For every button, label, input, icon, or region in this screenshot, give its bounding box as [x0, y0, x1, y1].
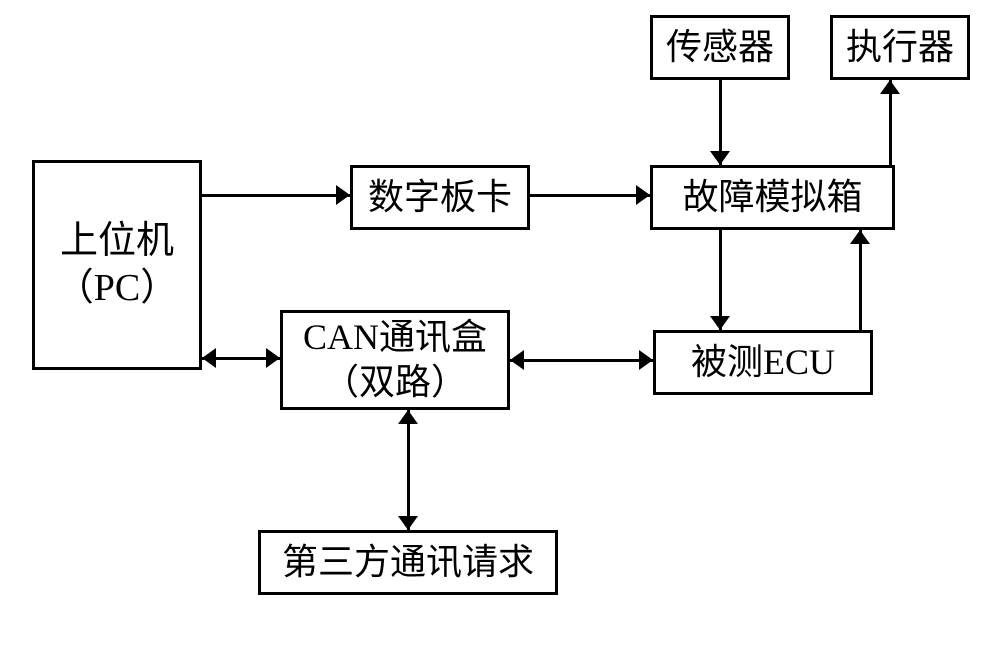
arrowhead [398, 410, 418, 424]
arrowhead [398, 516, 418, 530]
node-faultbox: 故障模拟箱 [650, 165, 895, 230]
arrowhead [880, 80, 900, 94]
node-label-faultbox: 故障模拟箱 [682, 175, 862, 220]
diagram-canvas: 上位机 （PC） 传感器 执行器数字板卡 故障模拟箱 CAN通讯盒 （双路） 被测ECU 第… [0, 0, 1000, 658]
node-label-sensor: 传感器 [666, 25, 774, 70]
arrowhead [336, 185, 350, 205]
edge-can-ecu [510, 359, 653, 362]
node-label-canbox: CAN通讯盒 （双路） [303, 315, 487, 405]
node-label-digital: 数字板卡 [368, 175, 512, 220]
arrowhead [639, 350, 653, 370]
node-thirdparty: 第三方通讯请求 [258, 530, 558, 595]
node-label-host_pc: 上位机 （PC） [56, 218, 178, 313]
node-ecu: 被测ECU [653, 330, 873, 395]
edge-digital-fault [530, 194, 650, 197]
node-host_pc: 上位机 （PC） [32, 160, 202, 370]
arrowhead [266, 348, 280, 368]
arrowhead [850, 230, 870, 244]
arrowhead [202, 348, 216, 368]
edge-pc-digital [202, 194, 350, 197]
node-label-thirdparty: 第三方通讯请求 [282, 540, 534, 585]
arrowhead [510, 350, 524, 370]
arrowhead [710, 151, 730, 165]
edge-ecu-fault [859, 230, 862, 330]
node-digital: 数字板卡 [350, 165, 530, 230]
node-canbox: CAN通讯盒 （双路） [280, 310, 510, 410]
node-label-ecu: 被测ECU [691, 340, 835, 385]
edge-can-third [407, 410, 410, 530]
edge-fault-ecu [719, 230, 722, 330]
node-sensor: 传感器 [650, 15, 790, 80]
node-label-actuator: 执行器 [846, 25, 954, 70]
arrowhead [636, 185, 650, 205]
node-actuator: 执行器 [830, 15, 970, 80]
arrowhead [710, 316, 730, 330]
